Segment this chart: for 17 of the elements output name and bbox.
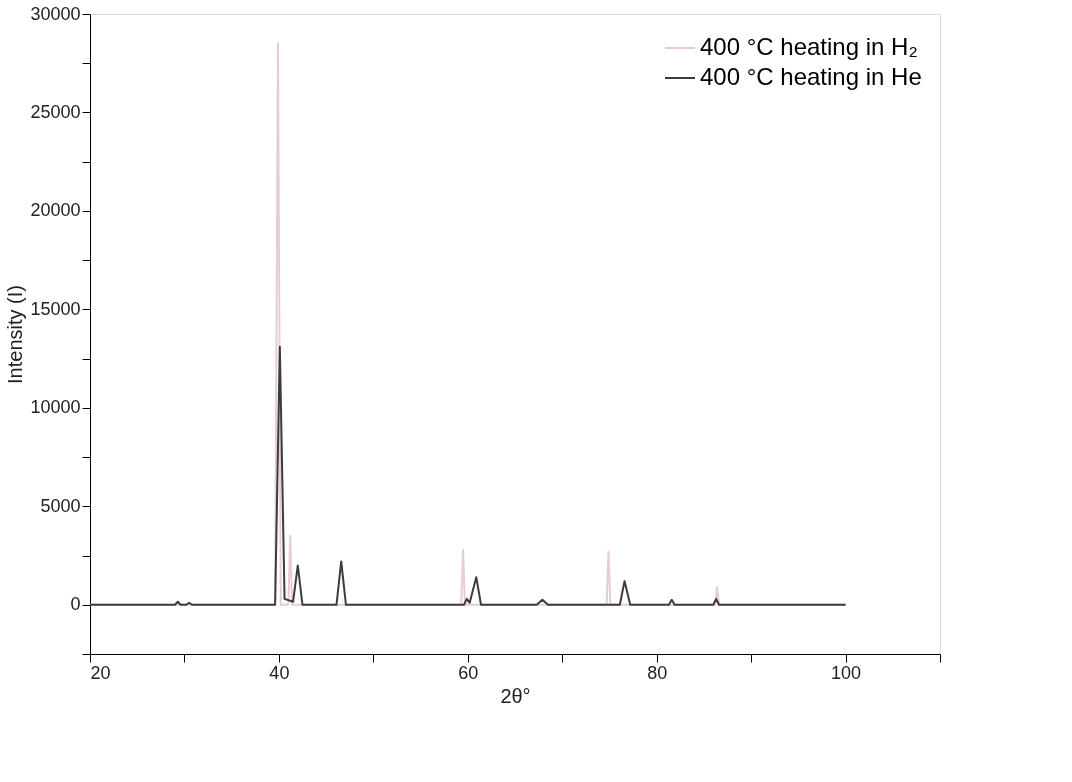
- x-tick-label: 20: [90, 662, 111, 683]
- y-tick-label: 20000: [30, 200, 81, 221]
- line-series: [89, 345, 847, 606]
- x-tick-label: 40: [269, 662, 290, 683]
- y-tick-label: 5000: [40, 495, 81, 516]
- y-tick-label: 30000: [30, 3, 81, 24]
- y-axis-title: Intensity (I): [4, 285, 27, 384]
- x-tick-label: 80: [647, 662, 668, 683]
- legend-label: 400 °C heating in H₂: [700, 33, 918, 60]
- y-tick-label: 15000: [30, 298, 81, 319]
- y-tick-label: 10000: [30, 397, 81, 418]
- x-tick-label: 60: [458, 662, 479, 683]
- x-tick-label: 100: [831, 662, 862, 683]
- x-axis-title: 2θ°: [500, 684, 531, 707]
- legend-label: 400 °C heating in He: [700, 63, 922, 90]
- y-tick-label: 0: [70, 594, 81, 615]
- y-tick-label: 25000: [30, 101, 81, 122]
